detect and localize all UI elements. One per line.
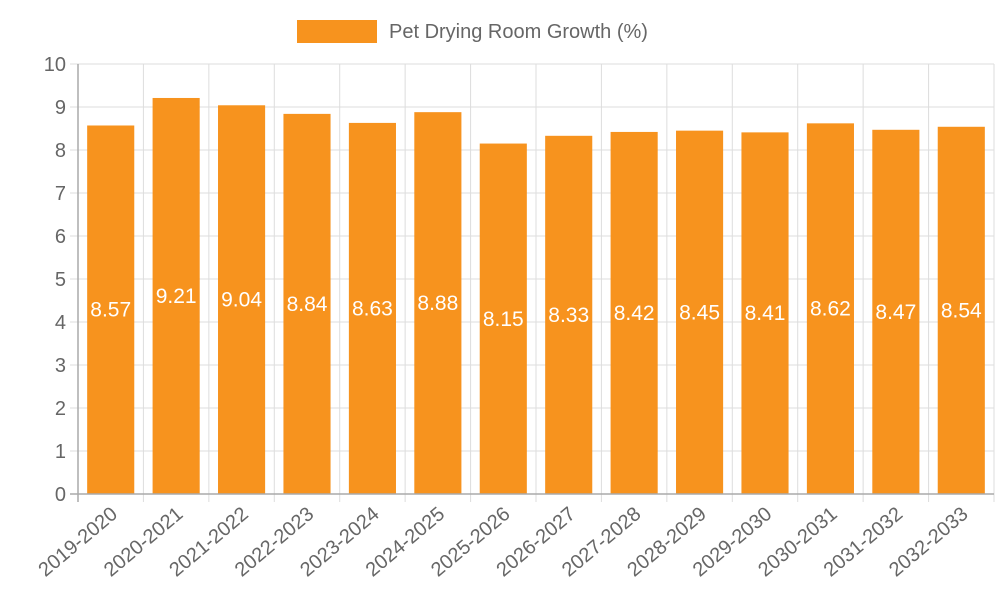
bar[interactable] xyxy=(152,97,200,494)
bar-value-label: 8.42 xyxy=(614,302,655,325)
bar[interactable] xyxy=(414,112,462,494)
bar-value-label: 8.41 xyxy=(745,302,786,325)
bar[interactable] xyxy=(937,126,985,494)
bar-value-label: 8.45 xyxy=(679,301,720,324)
x-axis-ticks: 2019-20202020-20212021-20222022-20232023… xyxy=(35,503,973,581)
bar[interactable] xyxy=(610,131,658,494)
y-tick-label: 10 xyxy=(44,54,66,76)
bar-value-label: 9.04 xyxy=(221,289,262,312)
bar-value-label: 8.33 xyxy=(548,304,589,327)
bar-value-label: 8.63 xyxy=(352,297,393,320)
y-tick-label: 6 xyxy=(55,226,66,248)
y-axis-ticks: 0 1 2 3 4 5 6 7 8 9 10 xyxy=(44,54,66,506)
y-tick-label: 0 xyxy=(55,484,66,506)
y-tick-label: 7 xyxy=(55,183,66,205)
y-tick-label: 9 xyxy=(55,97,66,119)
bar-value-label: 8.88 xyxy=(417,292,458,315)
bar[interactable] xyxy=(87,125,135,495)
bar-value-label: 8.57 xyxy=(90,299,131,322)
bar-value-label: 8.47 xyxy=(875,301,916,324)
y-tick-label: 2 xyxy=(55,398,66,420)
y-tick-label: 8 xyxy=(55,140,66,162)
bar-value-label: 8.54 xyxy=(941,299,982,322)
y-tick-label: 5 xyxy=(55,269,66,291)
bar[interactable] xyxy=(676,130,724,494)
bar[interactable] xyxy=(283,113,331,494)
bar[interactable] xyxy=(741,132,789,494)
bars xyxy=(87,97,985,495)
y-tick-label: 3 xyxy=(55,355,66,377)
legend[interactable]: Pet Drying Room Growth (%) xyxy=(297,20,648,43)
bar-value-label: 8.15 xyxy=(483,308,524,331)
bar[interactable] xyxy=(348,122,396,494)
bar-labels: 8.57 9.21 9.04 8.84 8.63 8.88 8.15 8.33 8.42 8.45… xyxy=(90,285,982,331)
y-tick-label: 4 xyxy=(55,312,66,334)
bar[interactable] xyxy=(479,143,527,495)
bar[interactable] xyxy=(872,129,920,495)
bar[interactable] xyxy=(806,123,854,494)
bar-value-label: 9.21 xyxy=(156,285,197,308)
bar-value-label: 8.84 xyxy=(287,293,328,316)
y-tick-label: 1 xyxy=(55,441,66,463)
bar[interactable] xyxy=(545,135,593,494)
bar-value-label: 8.62 xyxy=(810,298,851,321)
grid xyxy=(70,63,995,502)
legend-swatch[interactable] xyxy=(297,20,377,43)
legend-label: Pet Drying Room Growth (%) xyxy=(389,21,648,43)
bar[interactable] xyxy=(218,105,266,494)
